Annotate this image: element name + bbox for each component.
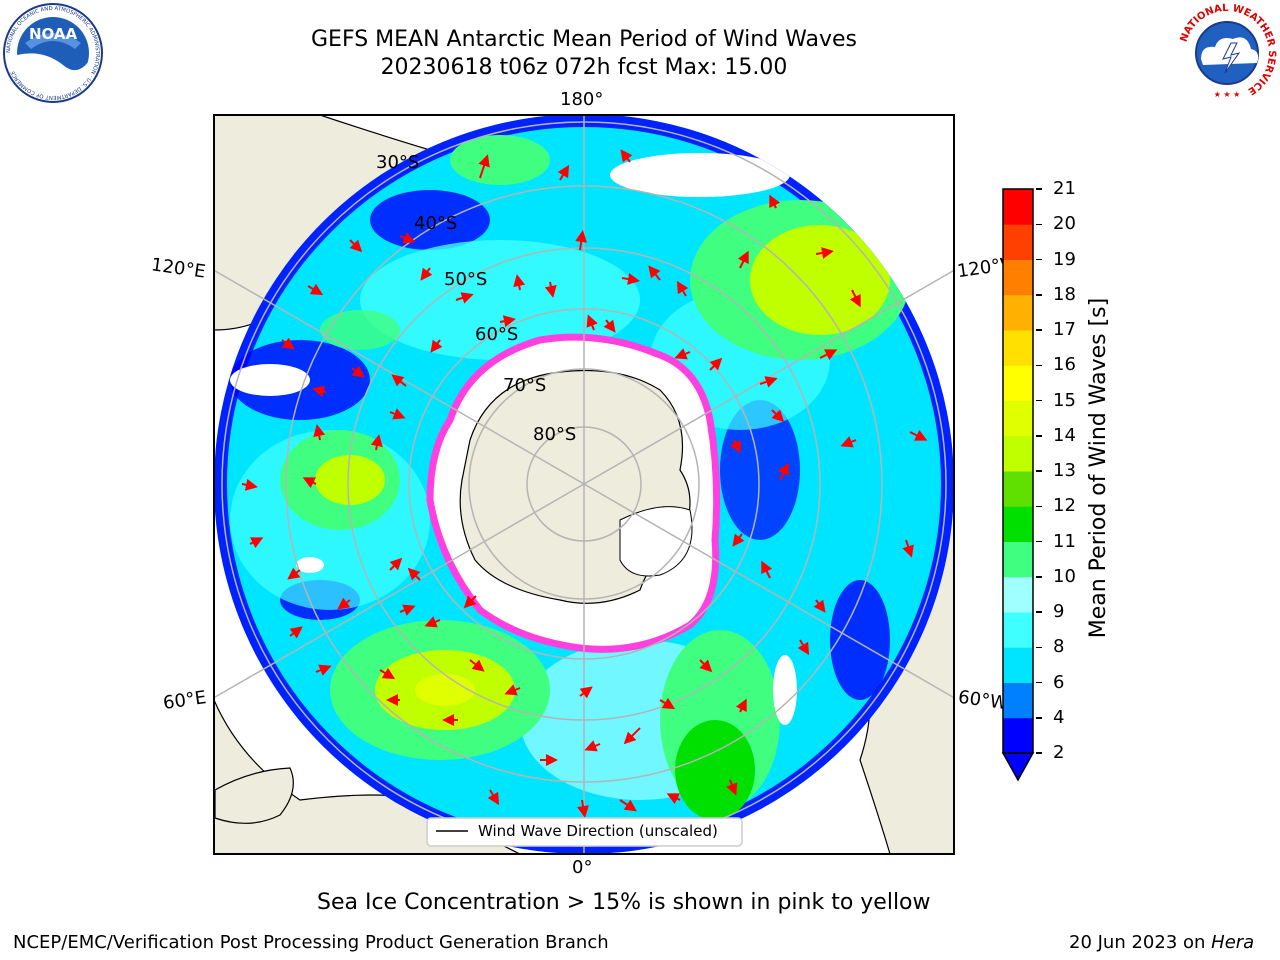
colorbar-tick-label: 10 — [1053, 565, 1076, 587]
wind-wave-direction-arrows — [241, 149, 928, 818]
colorbar-tick-mark — [1036, 294, 1042, 296]
colorbar-segment — [1003, 189, 1033, 225]
colorbar-tick-label: 6 — [1053, 671, 1065, 693]
arrow-legend — [426, 817, 743, 847]
lat-label-60s: 60°S — [475, 324, 519, 345]
colorbar-tick-label: 8 — [1053, 636, 1065, 658]
svg-text:★ ★ ★: ★ ★ ★ — [1214, 90, 1241, 99]
noaa-logo-text: NOAA — [29, 25, 78, 43]
sea-ice-and-antarctica — [426, 333, 721, 653]
colorbar-tick-mark — [1036, 576, 1042, 578]
colorbar-tick-mark — [1036, 364, 1042, 366]
colorbar-tick-label: 16 — [1053, 354, 1076, 376]
colorbar-tick-mark — [1036, 188, 1042, 190]
noaa-logo: NOAA NATIONAL OCEANIC AND ATMOSPHERIC AD… — [3, 3, 103, 103]
colorbar-segment — [1003, 647, 1033, 683]
colorbar-segment — [1003, 612, 1033, 648]
colorbar-tick-label: 2 — [1053, 742, 1065, 763]
colorbar-segment — [1003, 576, 1033, 613]
colorbar-tick-mark — [1036, 329, 1042, 331]
colorbar — [1001, 188, 1035, 782]
colorbar-tick-mark — [1036, 223, 1042, 225]
sea-ice-caption: Sea Ice Concentration > 15% is shown in … — [317, 890, 931, 915]
lat-label-70s: 70°S — [503, 375, 547, 396]
colorbar-tick-mark — [1036, 540, 1042, 543]
wave-period-field — [214, 114, 954, 854]
colorbar-tick-label: 19 — [1053, 248, 1076, 270]
footer-credit: NCEP/EMC/Verification Post Processing Pr… — [13, 932, 609, 953]
colorbar-segment — [1003, 259, 1033, 296]
graticule — [214, 115, 954, 854]
colorbar-tick-mark — [1036, 505, 1042, 507]
colorbar-tick-label: 21 — [1053, 178, 1076, 199]
colorbar-tick-mark — [1036, 435, 1042, 437]
colorbar-tick-mark — [1036, 258, 1042, 261]
colorbar-label: Mean Period of Wind Waves [s] — [1086, 297, 1111, 639]
colorbar-tick-mark — [1036, 611, 1042, 613]
lat-label-30s: 30°S — [376, 152, 420, 173]
colorbar-tick-mark — [1036, 717, 1042, 719]
nws-logo: NATIONAL WEATHER SERVICE ★ ★ ★ — [1178, 3, 1277, 102]
colorbar-tick-label: 9 — [1053, 601, 1065, 622]
chart-title: GEFS MEAN Antarctic Mean Period of Wind … — [311, 27, 857, 52]
colorbar-segment — [1003, 506, 1033, 542]
colorbar-tick-label: 12 — [1053, 495, 1076, 517]
colorbar-tick-label: 15 — [1053, 389, 1076, 411]
footer-machine: Hera — [1211, 932, 1255, 953]
colorbar-tick-label: 18 — [1053, 283, 1076, 305]
colorbar-segment — [1003, 435, 1033, 472]
colorbar-tick-mark — [1036, 646, 1042, 648]
colorbar-tick-label: 11 — [1053, 530, 1076, 552]
lat-label-40s: 40°S — [414, 213, 458, 234]
legend-label: Wind Wave Direction (unscaled) — [478, 822, 718, 840]
colorbar-segment — [1003, 717, 1033, 754]
colorbar-segment — [1003, 682, 1033, 719]
footer-date-text: 20 Jun 2023 on — [1069, 932, 1212, 953]
colorbar-segment — [1003, 400, 1033, 437]
colorbar-segment — [1003, 471, 1033, 507]
colorbar-under-arrow — [1001, 752, 1035, 782]
colorbar-segment — [1003, 224, 1033, 260]
colorbar-tick-label: 4 — [1053, 706, 1065, 728]
colorbar-segment — [1003, 365, 1033, 401]
colorbar-tick-mark — [1036, 752, 1042, 754]
lon-label-0: 0° — [572, 857, 593, 878]
colorbar-tick-label: 13 — [1053, 460, 1076, 481]
colorbar-tick-mark — [1036, 470, 1042, 472]
colorbar-segment — [1003, 294, 1033, 331]
colorbar-tick-mark — [1036, 399, 1042, 402]
chart-subtitle: 20230618 t06z 072h fcst Max: 15.00 — [380, 55, 788, 80]
lat-label-80s: 80°S — [533, 424, 577, 445]
lat-label-50s: 50°S — [444, 269, 488, 290]
colorbar-segment — [1003, 541, 1033, 578]
footer-date: 20 Jun 2023 on Hera — [1069, 932, 1254, 953]
colorbar-tick-mark — [1036, 681, 1042, 684]
colorbar-tick-label: 14 — [1053, 424, 1076, 446]
colorbar-tick-label: 17 — [1053, 319, 1076, 340]
colorbar-segment — [1003, 330, 1033, 366]
colorbar-tick-label: 20 — [1053, 213, 1076, 235]
lon-label-180: 180° — [560, 89, 604, 110]
